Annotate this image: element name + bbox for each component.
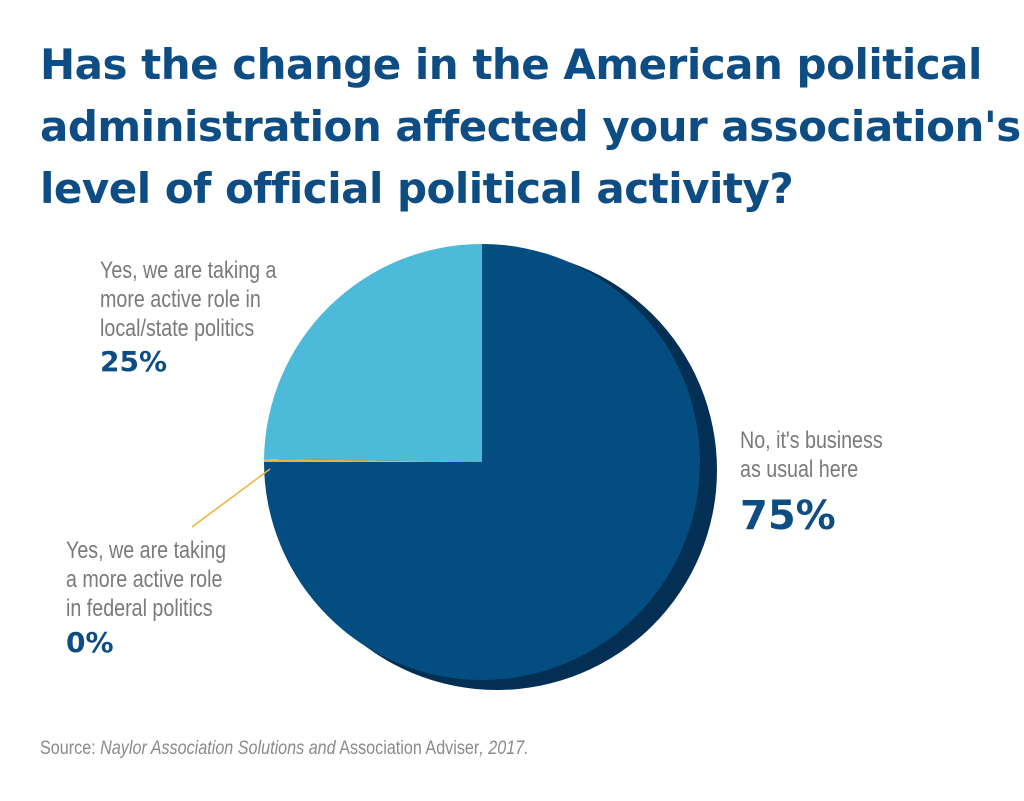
slice-label-line: No, it's business <box>740 427 883 454</box>
slice-label-line: a more active role <box>66 566 223 593</box>
title-line-3: level of official political activity? <box>40 164 794 213</box>
slice-label-local-state: Yes, we are taking a more active role in… <box>100 256 277 343</box>
title-line-1: Has the change in the American political <box>40 40 982 89</box>
source-publication: Association Adviser <box>335 738 480 759</box>
federal-leader-line <box>191 468 271 528</box>
slice-label-line: more active role in <box>100 286 261 313</box>
slice-label-line: local/state politics <box>100 315 255 342</box>
source-prefix: Source: <box>40 738 101 759</box>
slice-label-line: in federal politics <box>66 595 213 622</box>
chart-title: Has the change in the American political… <box>40 34 1021 220</box>
slice-value-local-state: 25% <box>100 345 168 378</box>
slice-label-line: Yes, we are taking a <box>100 257 277 284</box>
slice-label-no-change: No, it's business as usual here <box>740 426 883 484</box>
source-year: , 2017. <box>479 738 529 759</box>
slice-label-line: as usual here <box>740 456 859 483</box>
title-line-2: administration affected your association… <box>40 102 1021 151</box>
source-note: Source: Naylor Association Solutions and… <box>40 738 529 760</box>
pie-slice-federal <box>264 458 482 462</box>
slice-value-no-change: 75% <box>740 493 836 539</box>
slice-label-line: Yes, we are taking <box>66 537 227 564</box>
slice-value-federal: 0% <box>66 626 114 659</box>
pie-slice-local-state <box>264 244 482 462</box>
slice-label-federal: Yes, we are taking a more active role in… <box>66 536 226 623</box>
source-publisher: Naylor Association Solutions and <box>100 738 336 759</box>
